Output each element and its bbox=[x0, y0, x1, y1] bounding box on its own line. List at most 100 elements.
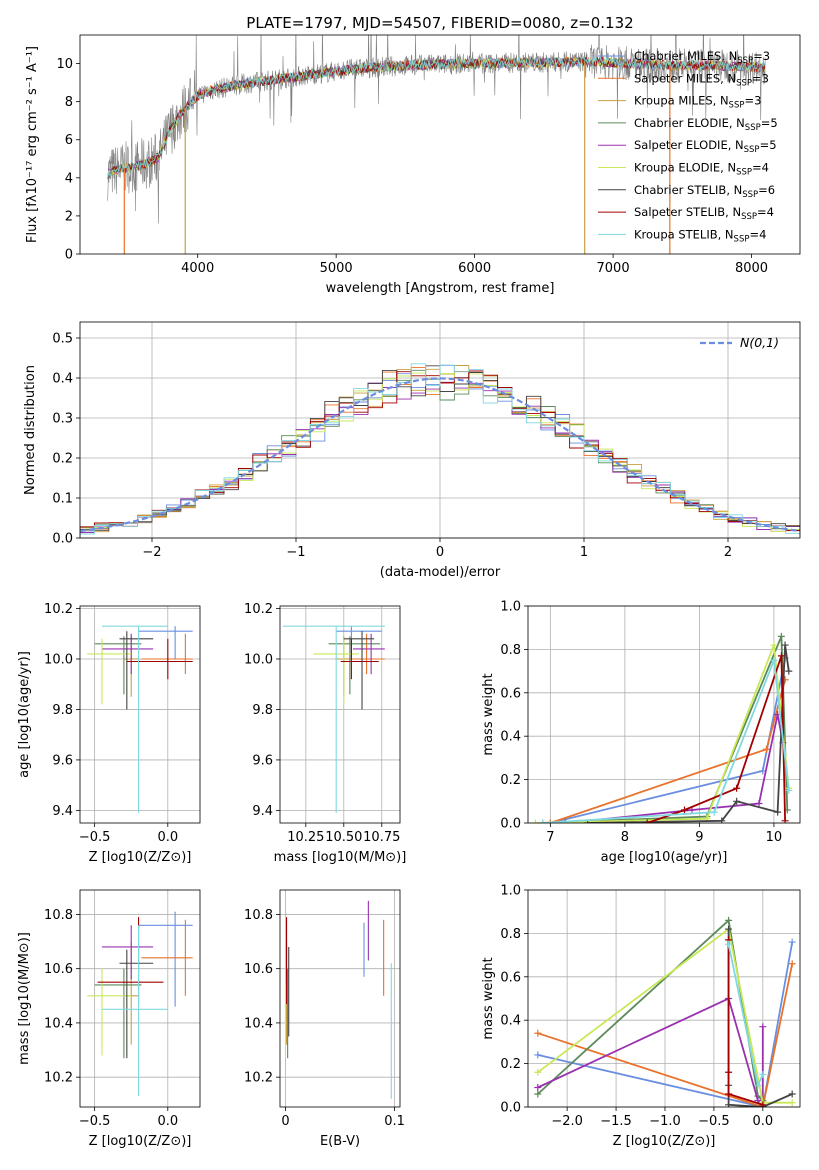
axes-mass-vs-EBV: 0 0.1 10.2 10.4 10.6 10.8 E(B-V) bbox=[244, 889, 405, 1149]
legend-label: Kroupa ELODIE, NSSP=4 bbox=[634, 161, 769, 178]
x-tick-label: 0.1 bbox=[384, 1114, 405, 1129]
y-tick-label: 10.0 bbox=[44, 652, 73, 667]
weight-marker bbox=[643, 819, 651, 823]
weight-marker bbox=[762, 745, 770, 753]
weight-marker bbox=[785, 786, 793, 794]
axes-residuals: −2 −1 0 1 2 0.0 0.1 0.2 0.3 0.4 0.5 (data-model)/er… bbox=[23, 321, 801, 580]
x-tick-label: −2 bbox=[142, 545, 161, 560]
legend-label: Chabrier STELIB, NSSP=6 bbox=[634, 183, 775, 200]
axes-mass-vs-Z: −0.5 0.0 10.2 10.4 10.6 10.8 Z [log10(Z/Z⊙)] ma… bbox=[17, 889, 201, 1149]
x-tick-label: −1.0 bbox=[649, 1114, 681, 1129]
y-tick-label: 10.2 bbox=[44, 602, 73, 617]
weight-marker bbox=[785, 667, 793, 675]
y-tick-label: 9.8 bbox=[52, 703, 73, 718]
x-tick-label: −1.5 bbox=[600, 1114, 632, 1129]
x-axis-label: Z [log10(Z/Z⊙)] bbox=[613, 1134, 716, 1149]
weight-marker bbox=[539, 819, 547, 823]
y-tick-label: 10.0 bbox=[244, 652, 273, 667]
weight-lines bbox=[531, 632, 793, 823]
y-tick-label: 0.0 bbox=[500, 817, 521, 832]
y-tick-label: 10.4 bbox=[244, 1016, 273, 1031]
weight-line-kroupa_elodie bbox=[537, 927, 793, 1104]
weight-marker bbox=[534, 1051, 542, 1059]
x-tick-label: 7000 bbox=[597, 261, 630, 276]
weight-line-salpeter_stelib bbox=[646, 655, 786, 823]
y-tick-label: 10.8 bbox=[244, 908, 273, 923]
x-tick-label: 10.50 bbox=[325, 830, 362, 845]
x-tick-label: 2 bbox=[724, 545, 732, 560]
x-tick-label: 0.0 bbox=[157, 830, 178, 845]
axes-weight-vs-Z: −2.0 −1.5 −1.0 −0.5 0.0 0.0 0.2 0.4 0.6 0.8 1.0 Z [… bbox=[481, 884, 801, 1149]
axes-frame bbox=[79, 605, 201, 824]
model-spectrum-kroupa_stelib bbox=[107, 56, 766, 179]
y-axis-label: mass weight bbox=[481, 673, 496, 755]
y-tick-label: 9.6 bbox=[52, 753, 73, 768]
y-tick-label: 0.6 bbox=[500, 970, 521, 985]
y-tick-label: 0.2 bbox=[500, 773, 521, 788]
errorbar-points bbox=[87, 911, 193, 1097]
spectrum-lines bbox=[107, 35, 766, 254]
weight-line-chabrier_elodie bbox=[537, 918, 764, 1102]
y-tick-label: 10.6 bbox=[44, 962, 73, 977]
weight-marker bbox=[755, 799, 763, 807]
x-tick-label: 10 bbox=[766, 830, 783, 845]
weight-marker bbox=[777, 652, 785, 660]
x-tick-label: 7 bbox=[546, 830, 554, 845]
weight-marker bbox=[770, 656, 778, 664]
errorbar-points bbox=[87, 625, 193, 813]
legend-label: Salpeter ELODIE, NSSP=5 bbox=[634, 138, 777, 155]
x-tick-label: −0.5 bbox=[79, 830, 111, 845]
weight-marker bbox=[733, 784, 741, 792]
y-tick-label: 9.4 bbox=[252, 804, 273, 819]
chart-title: PLATE=1797, MJD=54507, FIBERID=0080, z=0… bbox=[246, 14, 633, 32]
y-tick-label: 9.8 bbox=[252, 703, 273, 718]
x-axis-label: Z [log10(Z/Z⊙)] bbox=[89, 850, 192, 865]
weight-marker bbox=[725, 916, 733, 924]
x-axis-label: wavelength [Angstrom, rest frame] bbox=[326, 281, 555, 296]
weight-marker bbox=[561, 819, 569, 823]
weight-marker bbox=[759, 1023, 767, 1031]
y-tick-label: 9.4 bbox=[52, 804, 73, 819]
y-axis-label: age [log10(age/yr)] bbox=[17, 651, 32, 778]
y-tick-label: 0 bbox=[65, 248, 73, 263]
x-axis-label: (data-model)/error bbox=[380, 565, 501, 580]
y-tick-label: 0.8 bbox=[500, 927, 521, 942]
weight-marker bbox=[534, 1090, 542, 1098]
weight-marker bbox=[781, 641, 789, 649]
weight-marker bbox=[680, 806, 688, 814]
weight-marker bbox=[725, 1090, 733, 1098]
y-tick-label: 0.2 bbox=[52, 452, 73, 467]
x-tick-label: 6000 bbox=[458, 261, 491, 276]
weight-marker bbox=[710, 808, 718, 816]
errorbar-points bbox=[284, 900, 392, 1099]
y-tick-label: 0.2 bbox=[500, 1057, 521, 1072]
y-tick-label: 0.0 bbox=[52, 532, 73, 547]
weight-marker bbox=[534, 1083, 542, 1091]
legend-label: Kroupa STELIB, NSSP=4 bbox=[634, 227, 766, 244]
weight-marker bbox=[718, 817, 726, 823]
legend-label: Salpeter STELIB, NSSP=4 bbox=[634, 205, 774, 222]
histogram-steps bbox=[80, 363, 800, 537]
errorbar-points bbox=[283, 625, 385, 813]
weight-marker bbox=[546, 819, 554, 823]
weight-marker bbox=[725, 1068, 733, 1076]
weight-marker bbox=[534, 1068, 542, 1076]
x-tick-label: 1 bbox=[580, 545, 588, 560]
x-tick-label: 0.0 bbox=[752, 1114, 773, 1129]
axes-age-vs-Z: −0.5 0.0 9.4 9.6 9.8 10.0 10.2 Z [log10(Z/Z⊙)] a… bbox=[17, 602, 201, 865]
legend-label: Kroupa MILES, NSSP=3 bbox=[634, 94, 761, 111]
x-tick-label: 8 bbox=[621, 830, 629, 845]
weight-line-chabrier_miles bbox=[550, 657, 786, 823]
axes-age-vs-mass: 10.25 10.50 10.75 9.4 9.6 9.8 10.0 10.2 mass [lo… bbox=[244, 602, 406, 865]
x-tick-label: 10.75 bbox=[363, 830, 400, 845]
y-tick-label: 2 bbox=[65, 209, 73, 224]
legend-label: Chabrier MILES, NSSP=3 bbox=[634, 49, 770, 66]
axes-frame bbox=[527, 889, 801, 1108]
weight-marker bbox=[788, 938, 796, 946]
weight-marker bbox=[774, 808, 782, 816]
y-tick-label: 10.2 bbox=[44, 1071, 73, 1086]
y-tick-label: 0.4 bbox=[500, 1014, 521, 1029]
histogram-kroupa_stelib bbox=[80, 363, 800, 535]
y-axis-label: mass weight bbox=[481, 957, 496, 1039]
